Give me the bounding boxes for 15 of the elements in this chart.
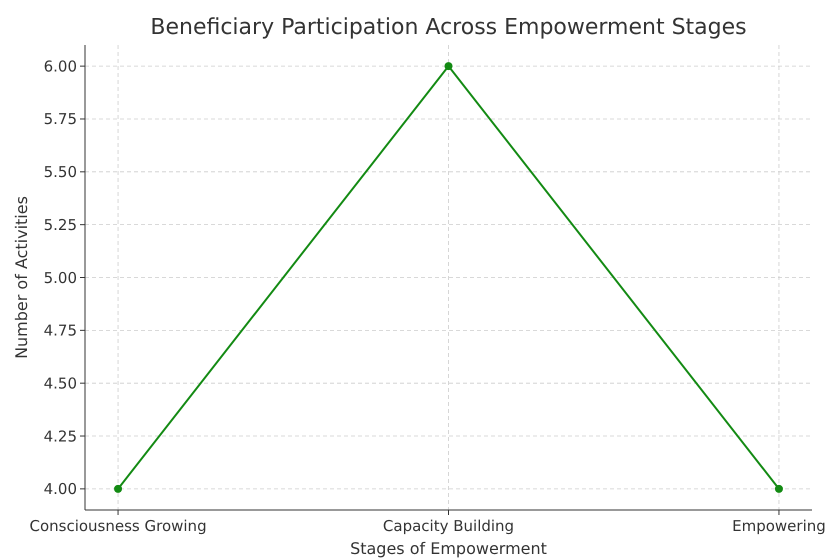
y-tick-label: 4.25	[44, 427, 77, 446]
y-tick-label: 5.75	[44, 110, 77, 128]
x-tick-label: Capacity Building	[382, 517, 514, 535]
x-axis-title: Stages of Empowerment	[350, 539, 547, 558]
chart-title: Beneficiary Participation Across Empowerment Stages	[150, 15, 747, 40]
y-tick-label: 4.00	[44, 480, 77, 498]
y-axis-title: Number of Activities	[12, 196, 31, 359]
x-tick-label: Empowering	[732, 517, 826, 535]
y-tick-label: 5.50	[44, 163, 77, 182]
y-tick-label: 4.75	[44, 322, 77, 340]
y-tick-label: 4.50	[44, 374, 77, 392]
y-tick-label: 6.00	[44, 57, 77, 76]
y-tick-label: 5.00	[44, 268, 77, 287]
x-tick-label: Consciousness Growing	[29, 517, 207, 535]
y-tick-label: 5.25	[44, 216, 77, 234]
